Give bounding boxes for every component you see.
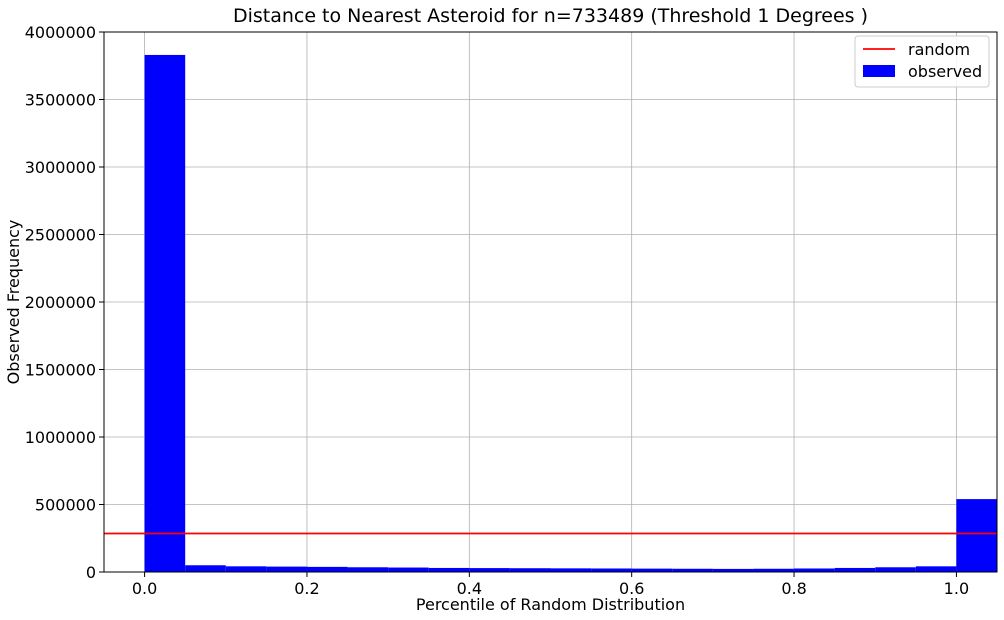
chart-title: Distance to Nearest Asteroid for n=73348… bbox=[233, 5, 868, 27]
y-tick-label: 1500000 bbox=[25, 361, 96, 380]
histogram-bar bbox=[266, 566, 307, 572]
y-tick-label: 500000 bbox=[35, 496, 96, 515]
x-tick-label: 0.0 bbox=[132, 579, 157, 598]
y-tick-label: 3000000 bbox=[25, 158, 96, 177]
histogram-bar bbox=[794, 568, 835, 572]
y-tick-label: 2000000 bbox=[25, 293, 96, 312]
histogram-bar bbox=[915, 566, 957, 572]
x-tick-label: 0.6 bbox=[619, 579, 644, 598]
histogram-bar bbox=[834, 567, 876, 572]
histogram-bar bbox=[428, 567, 470, 572]
histogram-bar bbox=[875, 567, 916, 572]
legend: random observed bbox=[854, 35, 990, 88]
histogram-bar bbox=[753, 568, 795, 572]
histogram-bar bbox=[631, 568, 673, 572]
x-axis-ticks: 0.0 0.2 0.4 0.6 0.8 1.0 bbox=[132, 572, 969, 598]
legend-label-observed: observed bbox=[908, 62, 982, 81]
y-tick-label: 2500000 bbox=[25, 226, 96, 245]
histogram-bar bbox=[712, 568, 754, 572]
histogram-bar bbox=[225, 566, 267, 572]
y-tick-label: 0 bbox=[86, 563, 96, 582]
y-axis-label: Observed Frequency bbox=[4, 220, 23, 385]
histogram-bar bbox=[347, 567, 389, 572]
histogram-bar bbox=[672, 568, 713, 572]
histogram-bar bbox=[306, 566, 348, 572]
histogram-bar bbox=[550, 568, 592, 572]
x-tick-label: 0.4 bbox=[457, 579, 482, 598]
histogram-bar bbox=[509, 568, 551, 572]
histogram-bar bbox=[185, 565, 226, 572]
x-tick-label: 1.0 bbox=[944, 579, 969, 598]
x-tick-label: 0.2 bbox=[294, 579, 319, 598]
y-tick-label: 4000000 bbox=[25, 23, 96, 42]
legend-label-random: random bbox=[908, 40, 970, 59]
histogram-bars bbox=[144, 54, 997, 572]
histogram-bar bbox=[591, 568, 632, 572]
legend-swatch-observed bbox=[863, 65, 895, 77]
x-tick-label: 0.8 bbox=[781, 579, 806, 598]
y-axis-ticks: 0 500000 1000000 1500000 2000000 2500000 30000… bbox=[25, 23, 104, 582]
histogram-bar bbox=[144, 54, 186, 572]
y-tick-label: 1000000 bbox=[25, 428, 96, 447]
histogram-bar bbox=[469, 568, 510, 572]
y-tick-label: 3500000 bbox=[25, 91, 96, 110]
x-axis-label: Percentile of Random Distribution bbox=[416, 595, 685, 614]
histogram-bar bbox=[956, 499, 997, 572]
histogram-bar bbox=[388, 567, 429, 572]
